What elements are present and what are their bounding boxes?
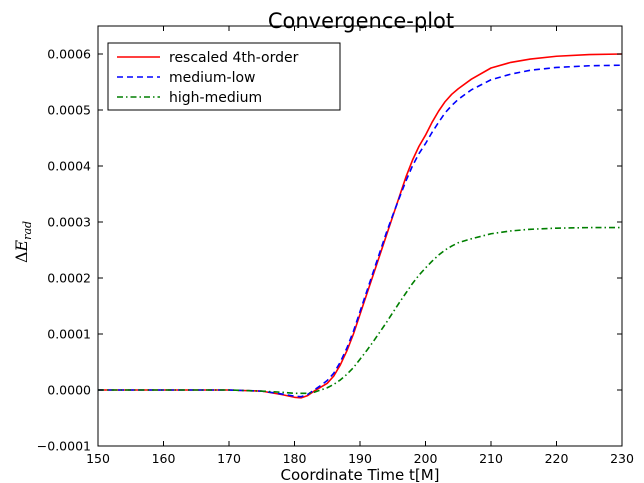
x-tick-label: 200 bbox=[414, 451, 438, 466]
series-line-2 bbox=[98, 64, 623, 398]
legend-label-2: medium-low bbox=[169, 70, 256, 86]
x-tick-label: 210 bbox=[479, 451, 503, 466]
y-axis-label: ΔErad bbox=[12, 221, 34, 263]
legend-box bbox=[107, 42, 341, 111]
y-tick-label: 0.0006 bbox=[47, 47, 91, 62]
plot-area bbox=[98, 53, 623, 399]
x-tick-label: 220 bbox=[545, 451, 569, 466]
y-tick-label: 0.0004 bbox=[47, 159, 91, 174]
series-line-3 bbox=[98, 226, 622, 395]
legend-label-1: rescaled 4th-order bbox=[169, 50, 299, 66]
legend-label-3: high-medium bbox=[169, 90, 262, 106]
x-tick-label: 170 bbox=[217, 451, 241, 466]
x-tick-label: 180 bbox=[283, 451, 307, 466]
axis-tick-labels: 150 160 170 180 190 200 210 220 230 −0.0001 0.0000… bbox=[37, 47, 634, 467]
x-tick-label: 230 bbox=[610, 451, 634, 466]
x-axis-label: Coordinate Time t[M] bbox=[280, 466, 439, 483]
x-tick-label: 150 bbox=[86, 451, 110, 466]
series-line-1 bbox=[98, 53, 623, 399]
x-tick-label: 190 bbox=[348, 451, 372, 466]
svg-text:ΔErad: ΔErad bbox=[12, 221, 34, 263]
axis-ticks bbox=[97, 26, 623, 447]
x-tick-label: 160 bbox=[152, 451, 176, 466]
y-tick-label: 0.0001 bbox=[47, 327, 91, 342]
legend: rescaled 4th-order medium-low high-medium bbox=[107, 42, 341, 111]
y-tick-label: 0.0002 bbox=[47, 271, 91, 286]
y-tick-label: 0.0000 bbox=[47, 383, 91, 398]
y-tick-label: 0.0003 bbox=[47, 215, 91, 230]
y-tick-label: −0.0001 bbox=[37, 439, 91, 454]
y-tick-label: 0.0005 bbox=[47, 103, 91, 118]
chart-title: Convergence-plot bbox=[268, 9, 454, 33]
